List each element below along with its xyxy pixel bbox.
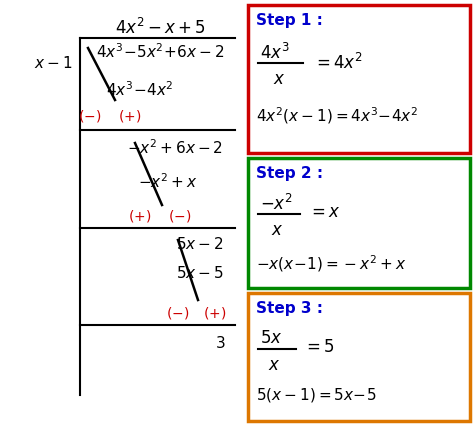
Text: $x$: $x$ (273, 70, 285, 88)
Text: $(-)$: $(-)$ (78, 108, 101, 124)
Text: $(+)$: $(+)$ (118, 108, 142, 124)
Text: $(-)$: $(-)$ (166, 305, 190, 321)
Text: $(-)$: $(-)$ (168, 208, 191, 224)
Text: $4x^2(x - 1)= 4x^3\!-\!4x^2$: $4x^2(x - 1)= 4x^3\!-\!4x^2$ (256, 105, 419, 126)
Text: $4x^3$: $4x^3$ (260, 43, 290, 63)
Text: $x$: $x$ (271, 221, 283, 239)
Text: $x - 1$: $x - 1$ (34, 55, 72, 71)
Text: $5x$: $5x$ (260, 329, 283, 347)
Text: $-x^2 + 6x - 2$: $-x^2 + 6x - 2$ (127, 138, 223, 157)
Bar (248, 5, 470, 153)
Text: $= 5$: $= 5$ (303, 338, 335, 356)
Text: $(+)$: $(+)$ (128, 208, 152, 224)
Text: $-x^2$: $-x^2$ (260, 194, 293, 214)
Text: $5x - 5$: $5x - 5$ (176, 265, 224, 281)
Text: $4x^2 - x + 5$: $4x^2 - x + 5$ (115, 18, 205, 38)
Bar (248, 293, 470, 421)
Text: Step 2 :: Step 2 : (256, 166, 323, 181)
Text: $(+)$: $(+)$ (203, 305, 227, 321)
Text: $4x^3\!-\!5x^2\!+\!6x - 2$: $4x^3\!-\!5x^2\!+\!6x - 2$ (96, 42, 224, 60)
Text: $- x(x\!-\!1) = -x^2 + x$: $- x(x\!-\!1) = -x^2 + x$ (256, 253, 407, 273)
Text: $3$: $3$ (215, 335, 225, 351)
Text: Step 1 :: Step 1 : (256, 13, 323, 28)
Text: Step 3 :: Step 3 : (256, 301, 323, 316)
Bar (248, 158, 470, 288)
Text: $5(x - 1) = 5x\!-\!5$: $5(x - 1) = 5x\!-\!5$ (256, 386, 376, 404)
Text: $-x^2 + x$: $-x^2 + x$ (138, 172, 198, 191)
Text: $4x^3\!-\!4x^2$: $4x^3\!-\!4x^2$ (106, 80, 174, 99)
Text: $x$: $x$ (268, 356, 281, 374)
Text: $5x - 2$: $5x - 2$ (176, 236, 224, 252)
Text: $= x$: $= x$ (308, 203, 340, 221)
Text: $= 4x^2$: $= 4x^2$ (313, 53, 363, 73)
